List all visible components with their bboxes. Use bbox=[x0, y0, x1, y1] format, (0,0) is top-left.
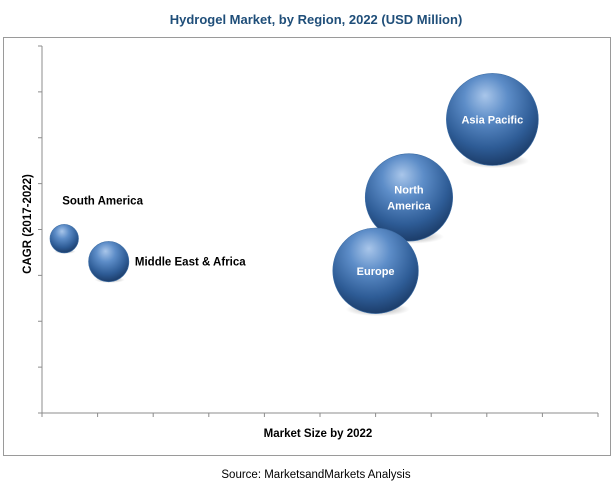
bubble-label-asia-pacific: Asia Pacific bbox=[461, 114, 523, 126]
chart-title: Hydrogel Market, by Region, 2022 (USD Mi… bbox=[170, 12, 463, 27]
bubble-label-south-america: South America bbox=[62, 195, 143, 207]
x-axis-title: Market Size by 2022 bbox=[264, 428, 373, 440]
bubble-label-line: South America bbox=[62, 195, 143, 207]
source-note: Source: MarketsandMarkets Analysis bbox=[221, 469, 410, 481]
plot-frame bbox=[3, 37, 611, 456]
bubble-europe bbox=[332, 227, 419, 314]
bubbles: Asia Pacific North America Europe Middle Eas… bbox=[49, 73, 539, 317]
bubble-north-america bbox=[364, 153, 453, 242]
axes bbox=[38, 45, 599, 417]
bubble-label-line: America bbox=[387, 200, 431, 212]
y-axis-title: CAGR (2017-2022) bbox=[22, 174, 34, 274]
bubble-label-north-america: North America bbox=[387, 184, 431, 212]
y-ticks bbox=[38, 45, 42, 414]
bubble-label-line: North bbox=[394, 184, 424, 196]
bubble-label-line: Middle East & Africa bbox=[135, 257, 246, 269]
bubble-middle-east-africa bbox=[88, 241, 130, 283]
bubble-label-line: Europe bbox=[357, 266, 395, 278]
bubble-label-middle-east-africa: Middle East & Africa bbox=[135, 257, 246, 269]
bubble-asia-pacific bbox=[446, 73, 539, 166]
x-ticks bbox=[41, 413, 599, 417]
bubble-label-europe: Europe bbox=[357, 266, 395, 278]
bubble-label-line: Asia Pacific bbox=[461, 114, 523, 126]
bubble-south-america bbox=[49, 224, 79, 254]
